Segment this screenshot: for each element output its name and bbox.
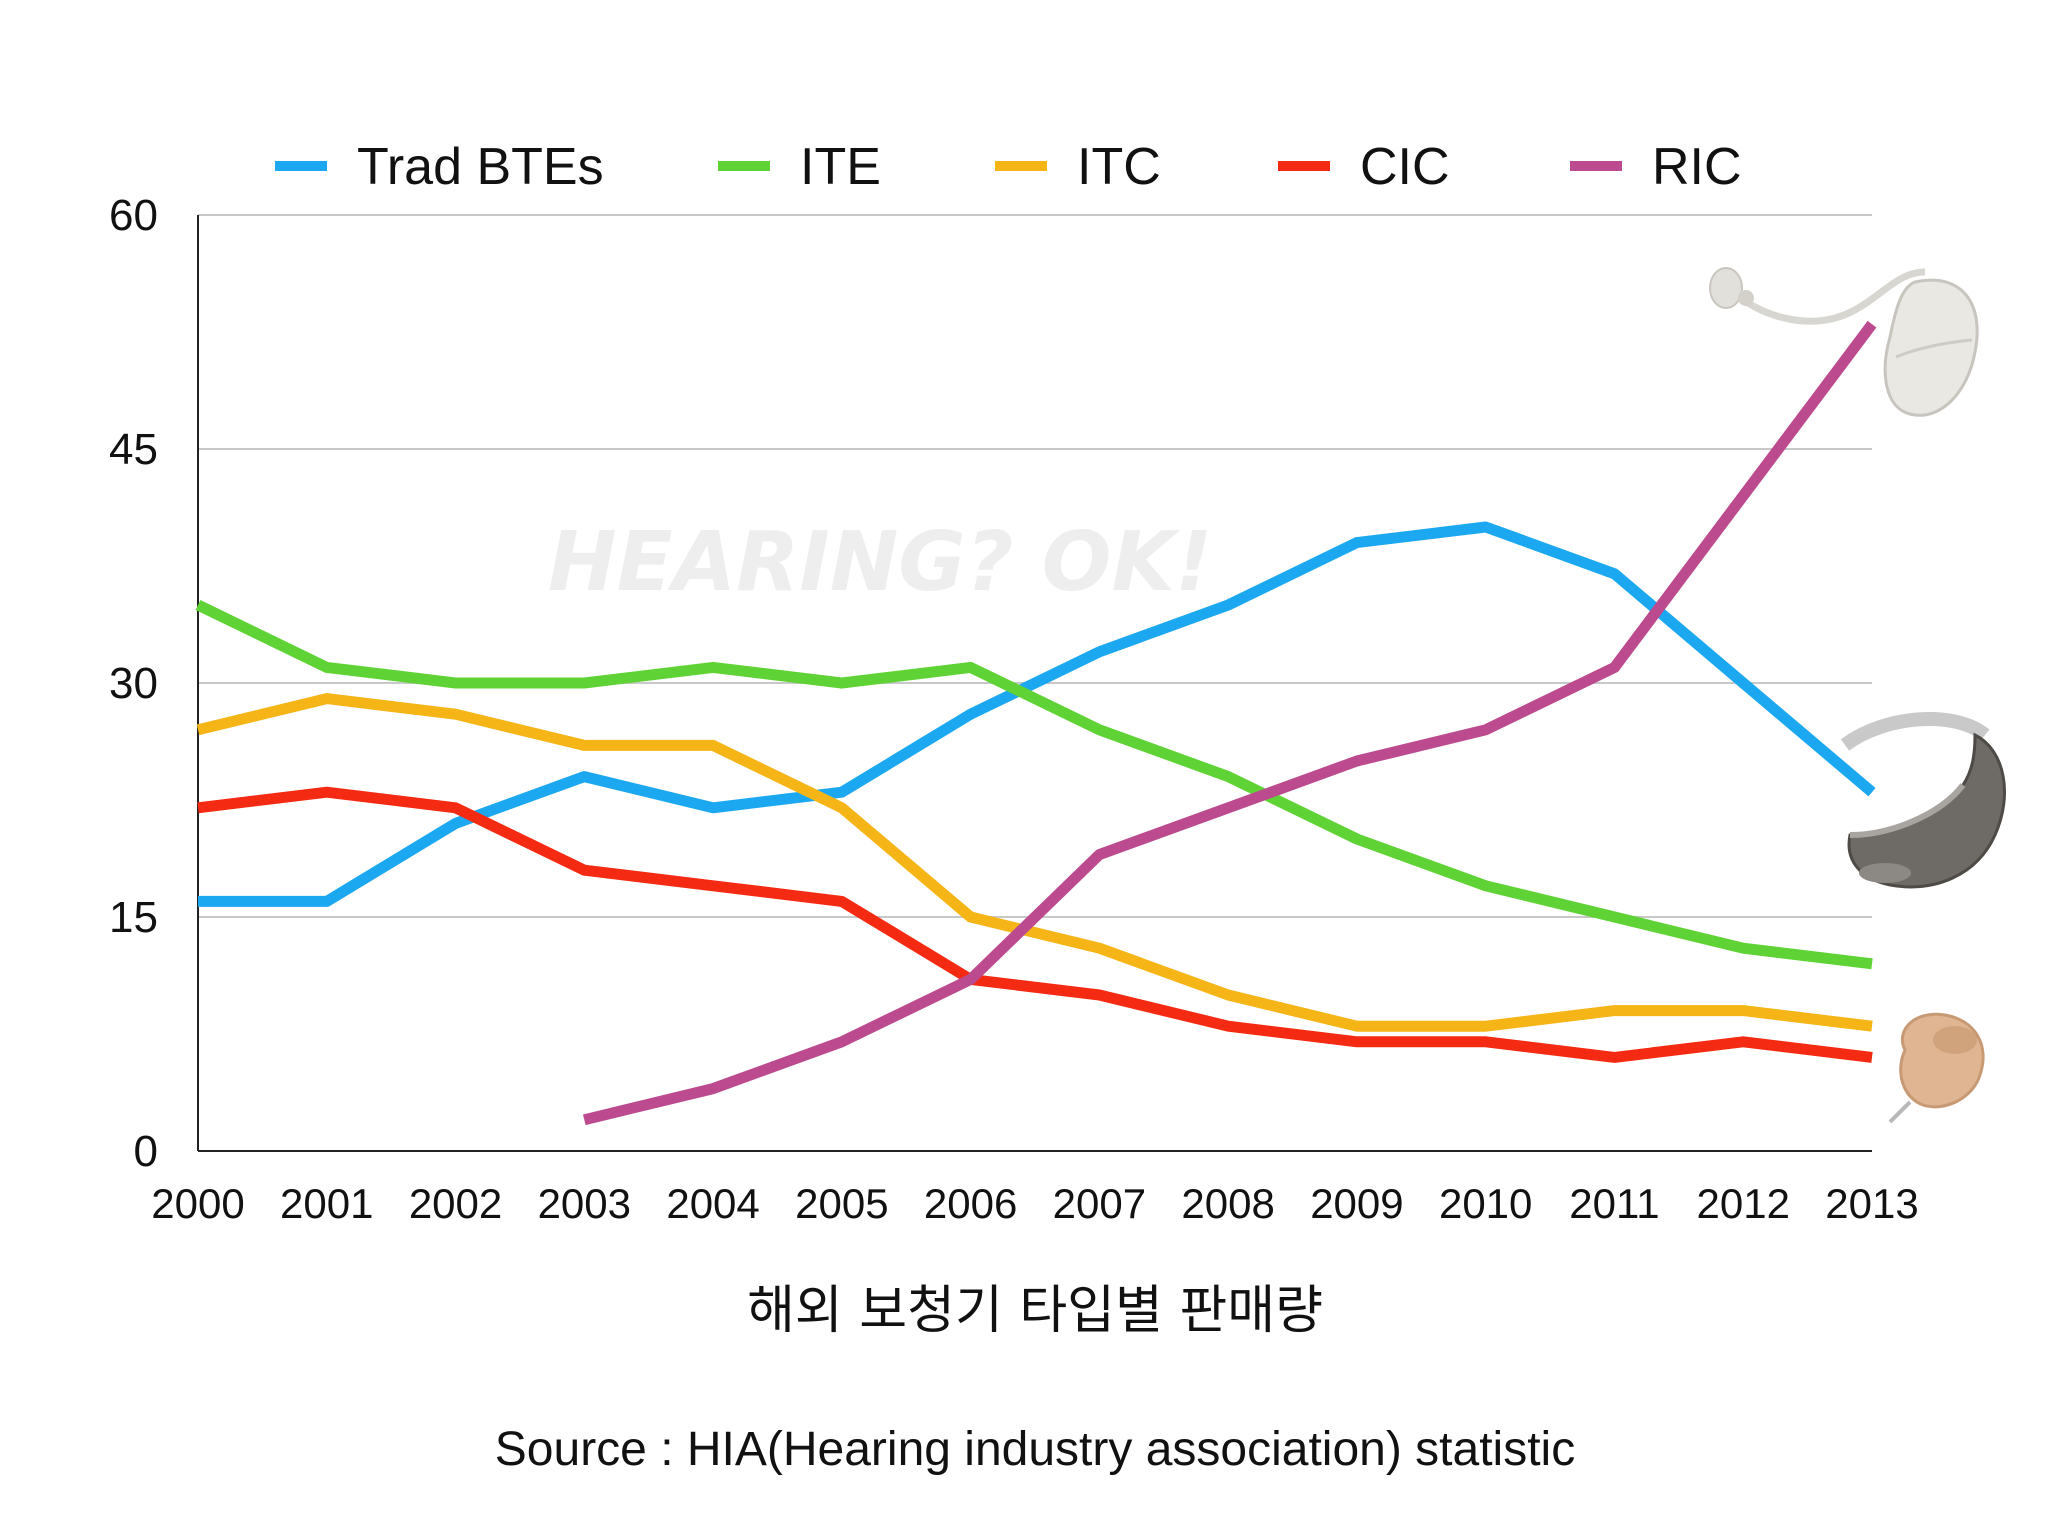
x-tick-label: 2004 (666, 1180, 759, 1227)
legend-label: ITC (1077, 138, 1161, 196)
x-tick-label: 2007 (1053, 1180, 1146, 1227)
y-tick-label: 60 (109, 191, 158, 240)
x-tick-label: 2010 (1439, 1180, 1532, 1227)
series-line-ite (195, 600, 1873, 970)
y-tick-label: 15 (109, 893, 158, 942)
series-line-ric (583, 320, 1877, 1126)
x-tick-label: 2009 (1310, 1180, 1403, 1227)
x-tick-label: 2013 (1825, 1180, 1918, 1227)
legend-label: Trad BTEs (357, 138, 604, 196)
x-tick-label: 2002 (409, 1180, 502, 1227)
bte-hearing-aid-icon (1840, 712, 2006, 889)
legend-label: RIC (1652, 138, 1742, 196)
axes (197, 215, 1872, 1152)
chart-title: 해외 보청기 타입별 판매량 (747, 1281, 1323, 1341)
x-tick-label: 2008 (1181, 1180, 1274, 1227)
legend-label: CIC (1360, 138, 1450, 196)
x-tick-label: 2011 (1569, 1180, 1659, 1227)
y-tick-label: 30 (109, 659, 158, 708)
x-tick-label: 2000 (151, 1180, 244, 1227)
y-tick-label: 45 (109, 425, 158, 474)
x-tick-label: 2012 (1697, 1180, 1790, 1227)
x-tick-label: 2003 (538, 1180, 631, 1227)
legend-label: ITE (800, 138, 881, 196)
ric-hearing-aid-icon (1709, 267, 1979, 417)
series-line-cic (197, 786, 1873, 1063)
source-note: Source : HIA(Hearing industry associatio… (495, 1423, 1575, 1476)
series-lines (195, 320, 1877, 1126)
x-tick-label: 2006 (924, 1180, 1017, 1227)
legend: Trad BTEs ITE ITC CIC RIC (275, 138, 1742, 196)
y-tick-label: 0 (134, 1127, 158, 1176)
x-tick-labels: 2000 2001 2002 2003 2004 2005 2006 2007 2008 2009… (151, 1180, 1918, 1227)
cic-hearing-aid-icon (1888, 1012, 1985, 1124)
y-tick-labels: 0 15 30 45 60 (109, 191, 158, 1176)
watermark: HEARING? OK! (548, 515, 1212, 610)
series-line-itc (196, 693, 1873, 1032)
x-tick-label: 2001 (280, 1180, 373, 1227)
x-tick-label: 2005 (795, 1180, 888, 1227)
